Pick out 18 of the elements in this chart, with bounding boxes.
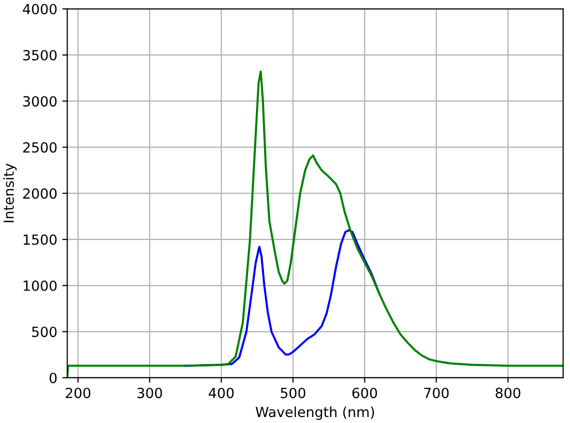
x-tick-label: 600	[352, 388, 377, 398]
x-tick-label: 500	[280, 388, 306, 398]
y-tick-label: 4000	[22, 4, 57, 14]
x-tick-label: 400	[208, 388, 234, 398]
y-tick-label: 500	[32, 326, 57, 338]
y-tick-label: 3500	[23, 50, 57, 60]
x-tick-label: 300	[137, 388, 162, 398]
x-tick-label: 200	[66, 388, 90, 398]
y-tick-label: 2500	[23, 142, 57, 153]
x-tick-label: 800	[496, 388, 520, 398]
x-tick-label: 700	[424, 388, 449, 398]
y-tick-label: 1500	[24, 234, 57, 245]
y-tick-label: 2000	[23, 188, 57, 199]
y-tick-label: 3000	[23, 96, 57, 107]
y-tick-label: 0	[50, 372, 57, 384]
x-axis-title: Wavelength (nm)	[256, 406, 374, 420]
y-axis-title: Intensity	[3, 164, 17, 222]
y-tick-label: 1000	[24, 280, 57, 291]
